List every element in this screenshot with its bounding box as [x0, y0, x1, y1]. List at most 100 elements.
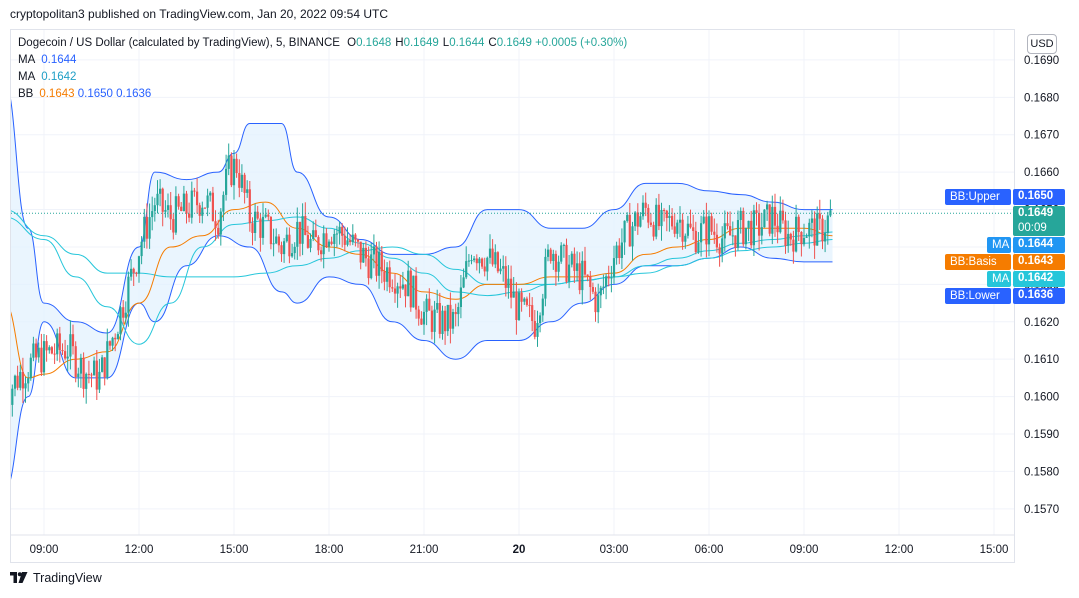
candle	[660, 202, 663, 241]
x-tick-label: 20	[513, 544, 526, 556]
candle	[465, 246, 468, 280]
candle	[615, 241, 618, 265]
candle	[818, 199, 821, 230]
candle	[523, 297, 526, 305]
currency-button[interactable]: USD	[1027, 34, 1057, 54]
candle	[177, 193, 180, 210]
candle	[771, 195, 774, 245]
candle	[409, 267, 412, 312]
candle	[430, 305, 433, 340]
candle	[528, 292, 531, 318]
candle	[370, 243, 373, 280]
legend-ma1-row[interactable]: MA 0.1644	[18, 52, 627, 69]
candle	[425, 294, 428, 326]
price-label-tag: MA	[987, 237, 1011, 253]
legend-ma2-row[interactable]: MA 0.1642	[18, 69, 627, 86]
candle	[441, 305, 444, 340]
candle	[230, 152, 233, 188]
ohlc-h: H0.1649	[395, 37, 439, 49]
candle	[813, 211, 816, 259]
candle	[507, 265, 510, 299]
candle	[399, 275, 402, 298]
bollinger-basis-line	[11, 201, 833, 379]
bb-basis-value: 0.1643	[39, 88, 75, 100]
candle	[763, 209, 766, 228]
candle	[792, 230, 795, 264]
candle	[240, 164, 243, 192]
ohlc-o: O0.1648	[347, 37, 391, 49]
candle	[631, 221, 634, 261]
candle	[795, 204, 798, 253]
y-tick-label: 0.1620	[1024, 317, 1059, 329]
candle	[758, 204, 761, 251]
candle	[346, 227, 349, 247]
candle	[707, 210, 711, 257]
candle	[536, 310, 539, 347]
candle	[291, 243, 294, 258]
candle	[826, 211, 829, 245]
footer-brand[interactable]: TradingView	[10, 571, 102, 585]
legend-bb-row[interactable]: BB 0.1643 0.1650 0.1636	[18, 86, 627, 103]
candle	[64, 339, 67, 361]
y-tick-label: 0.1660	[1024, 167, 1059, 179]
candle	[48, 345, 51, 354]
candle	[172, 213, 175, 240]
candle	[9, 389, 11, 413]
ohlc-c: C0.1649	[488, 37, 532, 49]
candle	[269, 216, 272, 250]
candle	[736, 210, 740, 251]
candle	[364, 241, 367, 267]
candle	[217, 219, 220, 239]
candle	[810, 210, 813, 238]
x-tick-label: 12:00	[125, 544, 154, 556]
candle	[261, 203, 265, 245]
candle	[312, 221, 315, 242]
candle	[628, 203, 631, 247]
candle	[108, 340, 112, 350]
candle	[626, 212, 629, 223]
candle	[533, 310, 536, 340]
y-tick-label: 0.1580	[1024, 466, 1059, 478]
ohlc-key: H	[395, 37, 404, 49]
ohlc-value: 0.1644	[449, 37, 485, 49]
candle	[665, 209, 668, 232]
x-tick-label: 12:00	[885, 544, 914, 556]
candle	[338, 221, 341, 245]
candle	[317, 235, 320, 256]
candle	[562, 243, 565, 258]
candle	[153, 197, 156, 222]
candle	[531, 297, 534, 332]
candle	[713, 218, 716, 244]
candle	[607, 265, 610, 287]
price-label-tag: MA	[987, 271, 1011, 287]
ohlc-value: 0.1649	[403, 37, 439, 49]
candle	[53, 343, 56, 364]
candle	[6, 390, 8, 410]
candle	[185, 190, 188, 224]
candle	[560, 242, 563, 264]
candle	[275, 228, 278, 245]
candle	[124, 301, 127, 325]
published-by: cryptopolitan3 published on TradingView.…	[10, 7, 389, 21]
candle	[589, 271, 592, 300]
candle	[689, 209, 692, 229]
candle	[644, 192, 647, 217]
ohlc-key: O	[347, 37, 357, 49]
candle	[821, 215, 824, 250]
candle	[718, 243, 721, 267]
candle	[383, 259, 386, 291]
candle	[692, 214, 695, 240]
candle	[676, 219, 679, 239]
candle	[225, 154, 228, 201]
footer-brand-label: TradingView	[33, 571, 102, 585]
candle	[227, 143, 230, 176]
candle	[663, 208, 666, 222]
candle	[193, 187, 196, 197]
candle	[386, 262, 389, 292]
candle	[90, 372, 93, 388]
candle	[428, 288, 431, 311]
candle	[649, 213, 652, 227]
candle	[188, 202, 191, 223]
y-tick-label: 0.1690	[1024, 55, 1059, 67]
